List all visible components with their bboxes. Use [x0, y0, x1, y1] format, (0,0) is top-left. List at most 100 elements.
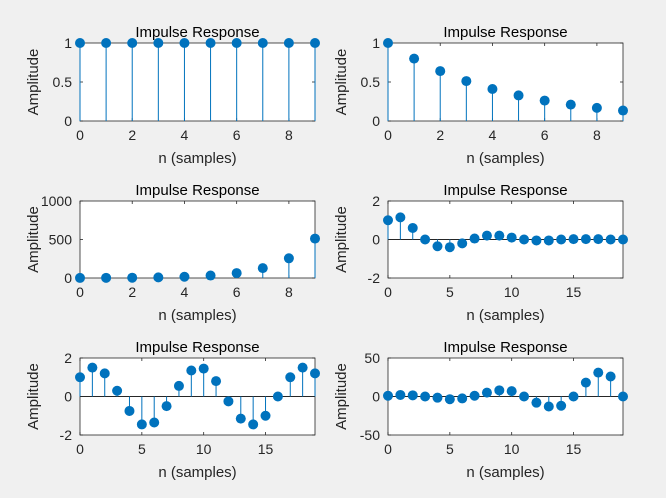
stem-marker — [432, 392, 443, 403]
x-tick-label: 10 — [196, 441, 212, 457]
x-tick-label: 6 — [233, 127, 241, 143]
stem-marker — [205, 270, 216, 281]
stem-marker — [257, 263, 268, 274]
stem-marker — [531, 235, 542, 246]
stem-marker — [75, 372, 85, 383]
stem-marker — [272, 391, 283, 402]
stem-marker — [457, 393, 468, 404]
y-tick-label: 1 — [64, 35, 72, 51]
stem-marker — [75, 38, 85, 48]
x-tick-label: 15 — [566, 441, 582, 457]
stem-marker — [223, 396, 234, 407]
stem-marker — [127, 272, 138, 283]
stem-marker — [297, 362, 308, 373]
stem-marker — [568, 234, 579, 245]
stem-marker — [494, 385, 505, 396]
stem-marker — [519, 234, 530, 245]
x-tick-label: 6 — [541, 127, 549, 143]
stem-marker — [435, 66, 446, 77]
stem-marker — [136, 419, 147, 430]
stem-marker — [618, 391, 628, 402]
x-tick-label: 2 — [128, 127, 136, 143]
stem-marker — [407, 222, 418, 233]
stem-marker — [383, 390, 393, 401]
y-tick-label: -50 — [360, 427, 380, 443]
stem-marker — [605, 371, 616, 382]
y-tick-label: 0 — [64, 113, 72, 129]
x-axis-label: n (samples) — [466, 150, 544, 167]
stem-marker — [591, 102, 602, 113]
y-axis-label: Amplitude — [333, 49, 350, 116]
x-tick-label: 0 — [384, 441, 392, 457]
stem-marker — [409, 53, 420, 64]
axes-box — [79, 200, 316, 279]
subplot-3: 0 2 4 6 8 0 500 1000 Impulse Response n (samples)… — [25, 182, 320, 324]
y-tick-label: 0 — [64, 270, 72, 286]
stem-marker — [101, 38, 112, 48]
stem-marker — [432, 241, 443, 252]
y-tick-label: 2 — [372, 193, 380, 209]
stem-marker — [519, 391, 530, 402]
x-axis-label: n (samples) — [466, 464, 544, 481]
stem-marker — [469, 233, 480, 244]
stem-marker — [539, 95, 550, 106]
stem-marker — [565, 99, 576, 110]
y-axis-label: Amplitude — [333, 363, 350, 430]
x-axis-label: n (samples) — [158, 150, 236, 167]
subplot-1: 0 2 4 6 8 0 0.5 1 Impulse Response n (samples) Amp… — [25, 24, 320, 167]
stem-marker — [395, 389, 406, 400]
stem-marker — [173, 380, 184, 391]
stem-marker — [124, 405, 135, 416]
stem-marker — [568, 391, 579, 402]
stem-marker — [112, 385, 123, 396]
y-axis-label: Amplitude — [25, 363, 42, 430]
stem-marker — [407, 390, 418, 401]
stem-marker — [149, 417, 160, 428]
stem-marker — [593, 367, 604, 378]
stem-marker — [99, 368, 110, 379]
stem-marker — [179, 271, 190, 282]
x-tick-label: 5 — [446, 441, 454, 457]
x-tick-label: 4 — [181, 127, 189, 143]
stem-marker — [556, 234, 567, 245]
stem-marker — [87, 362, 98, 373]
y-axis-label: Amplitude — [333, 206, 350, 273]
stem-marker — [198, 363, 209, 374]
stem-marker — [186, 365, 197, 376]
stem-marker — [211, 376, 222, 387]
stem-marker — [395, 212, 406, 223]
stem-marker — [543, 235, 554, 246]
x-tick-label: 0 — [384, 127, 392, 143]
x-tick-label: 8 — [285, 284, 293, 300]
y-tick-label: 1000 — [41, 193, 72, 209]
x-tick-label: 15 — [566, 284, 582, 300]
stem-marker — [494, 230, 505, 241]
stem-marker — [506, 386, 517, 397]
y-tick-label: -2 — [368, 270, 381, 286]
stem-marker — [444, 242, 455, 253]
x-tick-label: 0 — [76, 441, 84, 457]
chart-title: Impulse Response — [135, 24, 259, 41]
x-tick-label: 8 — [593, 127, 601, 143]
stem-marker — [161, 401, 172, 412]
y-tick-label: 2 — [64, 350, 72, 366]
x-tick-label: 15 — [258, 441, 274, 457]
stem-marker — [383, 38, 393, 48]
y-axis-label: Amplitude — [25, 206, 42, 273]
stem-marker — [310, 233, 320, 244]
stem-marker — [248, 419, 259, 430]
chart-title: Impulse Response — [443, 339, 567, 356]
stem-marker — [618, 234, 628, 245]
stem-marker — [481, 230, 492, 241]
x-axis-label: n (samples) — [158, 307, 236, 324]
x-axis-label: n (samples) — [158, 464, 236, 481]
stem-marker — [461, 76, 472, 87]
subplot-2: 0 2 4 6 8 0 0.5 1 Impulse Response n (samples) Amp… — [333, 24, 628, 167]
y-tick-label: 500 — [49, 232, 73, 248]
stem-marker — [420, 234, 431, 245]
stem-marker — [260, 410, 271, 421]
